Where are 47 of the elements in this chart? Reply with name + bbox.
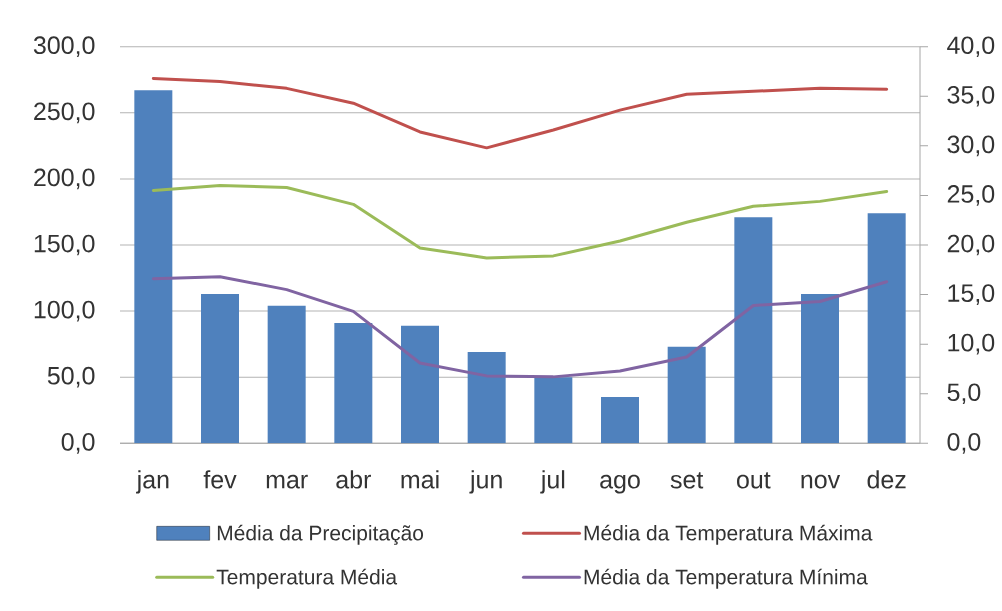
y-tick-label: 250,0: [34, 102, 95, 124]
line-series: [151, 76, 889, 150]
bar: [534, 377, 573, 444]
x-tick-label: nov: [801, 474, 841, 489]
bar: [467, 352, 506, 444]
bar: [867, 213, 906, 444]
legend-label: Média da Temperatura Máxima: [584, 524, 873, 545]
bar: [134, 90, 173, 444]
x-tick-label: jan: [136, 470, 169, 494]
y2-tick-label: 40,0: [947, 36, 995, 58]
bar: [801, 293, 840, 444]
x-tick-label: out: [737, 472, 771, 489]
y-tick-label: 0,0: [61, 432, 95, 454]
x-tick-label: mai: [401, 470, 439, 489]
x-tick-label: dez: [867, 470, 906, 489]
y-tick-label: 100,0: [34, 300, 95, 322]
bar: [734, 217, 773, 444]
x-tick-label: mar: [266, 474, 308, 489]
x-tick-label: set: [670, 472, 704, 489]
y2-tick-label: 30,0: [947, 135, 995, 157]
y2-tick-label: 35,0: [947, 85, 995, 107]
y-tick-label: 50,0: [47, 366, 95, 388]
bar: [401, 325, 439, 444]
line-series: [151, 184, 889, 260]
x-tick-label: jul: [540, 470, 565, 494]
y2-tick-label: 10,0: [948, 333, 995, 355]
y2-tick-label: 25,0: [947, 185, 995, 206]
bar: [334, 323, 373, 444]
legend-label: Média da Precipitação: [217, 524, 424, 545]
x-tick-label: jun: [469, 470, 502, 494]
legend-label: Temperatura Média: [216, 568, 398, 589]
y2-tick-label: 0,0: [947, 432, 981, 454]
x-tick-label: abr: [336, 470, 371, 489]
y-tick-label: 150,0: [34, 234, 95, 256]
y2-tick-label: 20,0: [947, 234, 995, 256]
bar: [201, 293, 239, 444]
y-tick-label: 300,0: [33, 36, 95, 58]
y2-tick-label: 15,0: [948, 284, 995, 305]
x-tick-label: fev: [203, 470, 237, 489]
legend-label: Média da Temperatura Mínima: [584, 568, 868, 589]
y-tick-label: 200,0: [34, 168, 95, 190]
bar: [667, 346, 706, 444]
line-series: [151, 275, 889, 379]
bar: [601, 397, 639, 444]
y2-tick-label: 5,0: [947, 383, 981, 405]
x-tick-label: ago: [600, 474, 640, 494]
bar: [267, 305, 306, 444]
